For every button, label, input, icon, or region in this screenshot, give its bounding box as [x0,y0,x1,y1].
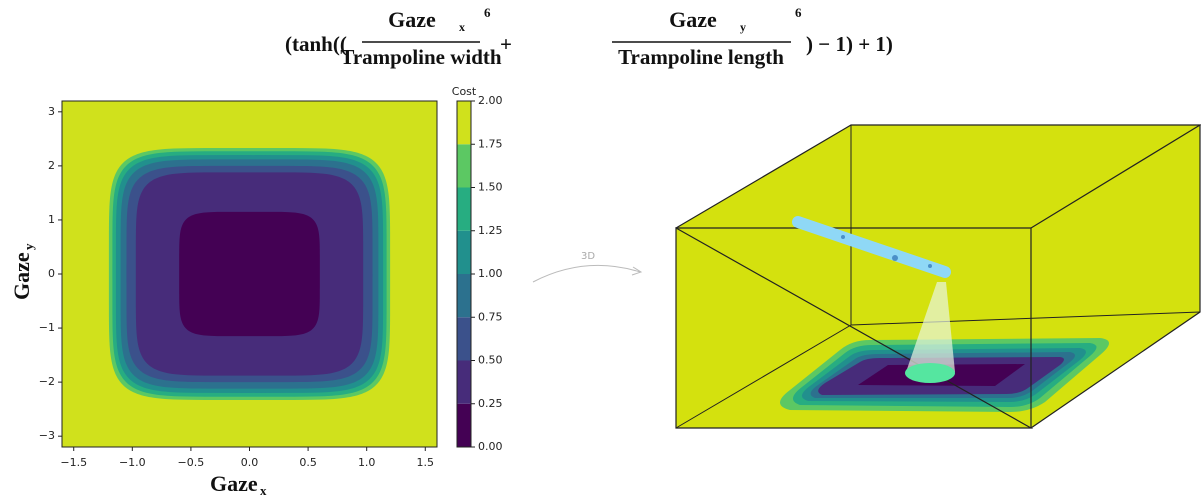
contour-plot: −1.5 −1.0 −0.5 0.0 0.5 1.0 1.5 −3 −2 −1 0 1 2 3 [39,101,437,469]
formula-subscript: y [740,20,746,34]
x-tick-label: 0.0 [241,456,259,469]
x-tick-label: 1.0 [358,456,376,469]
colorbar-band [457,404,471,447]
contour-region [179,212,320,336]
x-tick-label: −1.0 [119,456,146,469]
arrow [533,265,640,282]
y-tick-label: −1 [39,321,55,334]
colorbar-tick-label: 0.75 [478,310,503,323]
colorbar-tick-label: 0.25 [478,397,503,410]
colorbar-label: Cost [452,85,477,98]
colorbar-band [457,317,471,360]
y-tick-label: −3 [39,429,55,442]
x-tick-label: −1.5 [60,456,87,469]
figure: (tanh(( Gaze x Trampoline width 6 + Gaze… [0,0,1201,501]
colorbar-band [457,274,471,317]
rod-marker [928,264,932,268]
rod-marker [892,255,898,261]
y-tick-label: −2 [39,375,55,388]
x-axis-label: Gaze [210,471,258,496]
illustration-3d [676,125,1200,428]
colorbar-band [457,101,471,144]
formula-open: (tanh(( [285,32,347,56]
y-axis-label-group: Gaze y [9,243,36,300]
formula-numerator: Gaze [669,7,717,32]
y-tick-label: 3 [48,105,55,118]
colorbar-band [457,231,471,274]
colorbar-tick-label: 0.50 [478,354,503,367]
x-tick-label: 0.5 [299,456,317,469]
x-tick-label: −0.5 [178,456,205,469]
colorbar-band [457,188,471,231]
y-tick-label: 1 [48,213,55,226]
colorbar-tick-label: 0.00 [478,440,503,453]
annotation: 3D [581,251,595,262]
y-tick-label: 2 [48,159,55,172]
formula-numerator: Gaze [388,7,436,32]
colorbar-band [457,144,471,187]
colorbar-band [457,361,471,404]
colorbar-tick-label: 1.75 [478,137,503,150]
colorbar-tick-label: 1.00 [478,267,503,280]
y-tick-label: 0 [48,267,55,280]
rod-marker [841,235,845,239]
formula-denominator: Trampoline width [340,45,502,69]
gaze-spot [905,363,955,383]
y-axis-label-sub: y [21,243,36,250]
formula: (tanh(( Gaze x Trampoline width 6 + Gaze… [285,5,893,69]
formula-subscript: x [459,20,465,34]
y-axis-label: Gaze [9,252,34,300]
formula-plus: + [500,32,512,56]
x-axis-label-sub: x [260,483,267,498]
colorbar-tick-label: 1.50 [478,181,503,194]
x-tick-label: 1.5 [417,456,435,469]
colorbar-tick-label: 2.00 [478,94,503,107]
formula-exponent: 6 [795,5,802,20]
formula-close: ) − 1) + 1) [806,32,893,56]
colorbar-tick-label: 1.25 [478,224,503,237]
formula-exponent: 6 [484,5,491,20]
formula-denominator: Trampoline length [618,45,784,69]
